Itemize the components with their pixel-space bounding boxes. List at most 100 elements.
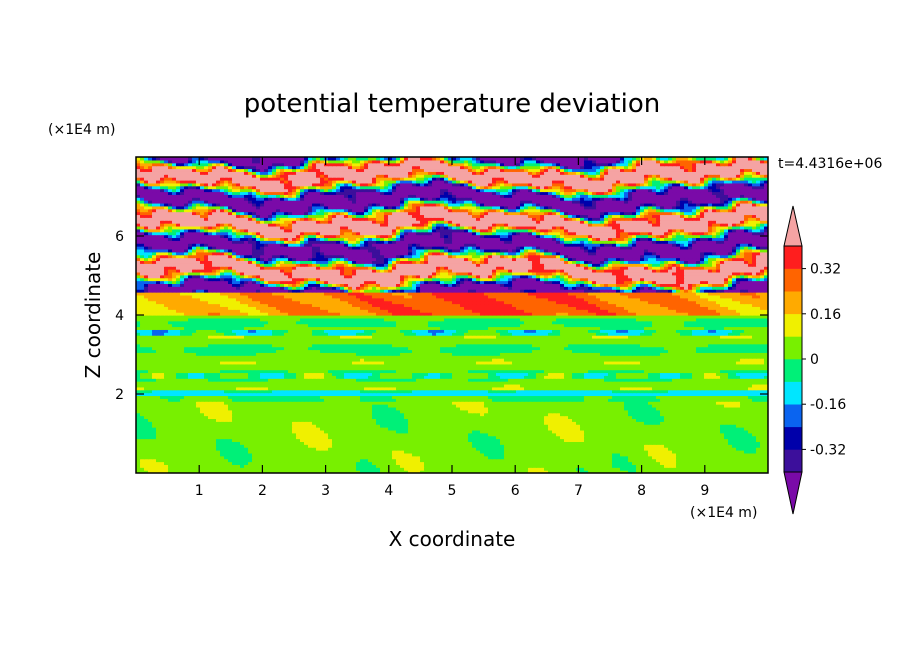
field-cell [524, 452, 529, 457]
field-cell [560, 464, 565, 468]
field-cell [724, 464, 729, 468]
field-cell [372, 450, 377, 454]
field-cell [688, 452, 693, 457]
field-cell [488, 461, 493, 465]
field-cell [156, 452, 161, 457]
field-cell [212, 447, 217, 451]
field-cell [244, 452, 249, 457]
field-cell [392, 450, 397, 454]
field-cell [584, 461, 589, 465]
field-cell [180, 447, 185, 451]
field-cell [172, 464, 177, 468]
field-cell [276, 452, 281, 457]
field-cell [692, 458, 697, 463]
field-cell [344, 450, 349, 454]
field-cell [356, 450, 361, 454]
field-cell [740, 467, 745, 471]
field-cell [412, 450, 417, 454]
field-cell [140, 467, 145, 471]
field-cell [324, 467, 329, 471]
field-cell [748, 461, 753, 465]
field-cell [304, 455, 309, 460]
field-cell [268, 458, 273, 463]
field-cell [692, 467, 697, 471]
field-cell [584, 470, 589, 473]
field-cell [372, 452, 377, 457]
field-cell [192, 452, 197, 457]
field-cell [184, 450, 189, 454]
field-cell [272, 447, 277, 451]
field-cell [464, 447, 469, 451]
field-cell [468, 447, 473, 451]
field-cell [580, 461, 585, 465]
field-cell [192, 455, 197, 460]
field-cell [300, 450, 305, 454]
field-cell [528, 455, 533, 460]
field-cell [688, 458, 693, 463]
field-cell [172, 450, 177, 454]
field-cell [340, 470, 345, 473]
field-cell [736, 452, 741, 457]
field-cell [264, 467, 269, 471]
field-cell [408, 464, 413, 468]
field-cell [476, 467, 481, 471]
field-cell [500, 470, 505, 473]
field-cell [352, 455, 357, 460]
field-cell [384, 452, 389, 457]
field-cell [240, 461, 245, 465]
field-cell [636, 458, 641, 463]
field-cell [340, 455, 345, 460]
field-cell [524, 467, 529, 471]
field-cell [448, 461, 453, 465]
field-cell [748, 470, 753, 473]
field-cell [648, 461, 653, 465]
field-cell [712, 461, 717, 465]
field-cell [752, 458, 757, 463]
field-cell [608, 467, 613, 471]
field-cell [308, 452, 313, 457]
field-cell [232, 452, 237, 457]
field-cell [524, 455, 529, 460]
field-cell [620, 458, 625, 463]
field-cell [476, 458, 481, 463]
field-cell [416, 458, 421, 463]
field-cell [584, 452, 589, 457]
field-cell [708, 470, 713, 473]
field-cell [524, 447, 529, 451]
field-cell [696, 450, 701, 454]
field-cell [616, 464, 621, 468]
field-cell [392, 452, 397, 457]
field-cell [328, 467, 333, 471]
field-cell [348, 447, 353, 451]
field-cell [428, 467, 433, 471]
field-cell [272, 467, 277, 471]
field-cell [212, 464, 217, 468]
field-cell [368, 458, 373, 463]
field-cell [500, 455, 505, 460]
field-cell [620, 452, 625, 457]
field-cell [264, 470, 269, 473]
field-cell [376, 467, 381, 471]
field-cell [516, 455, 521, 460]
field-cell [304, 467, 309, 471]
field-cell [484, 470, 489, 473]
field-cell [144, 467, 149, 471]
field-cell [280, 458, 285, 463]
field-cell [156, 461, 161, 465]
field-cell [500, 450, 505, 454]
field-cell [396, 461, 401, 465]
field-cell [380, 458, 385, 463]
field-cell [480, 452, 485, 457]
field-cell [352, 450, 357, 454]
field-cell [496, 458, 501, 463]
field-cell [480, 461, 485, 465]
field-cell [532, 458, 537, 463]
field-cell [648, 467, 653, 471]
field-cell [636, 455, 641, 460]
field-cell [400, 450, 405, 454]
field-cell [460, 464, 465, 468]
field-cell [384, 467, 389, 471]
field-cell [632, 464, 637, 468]
field-cell [640, 458, 645, 463]
field-cell [500, 458, 505, 463]
